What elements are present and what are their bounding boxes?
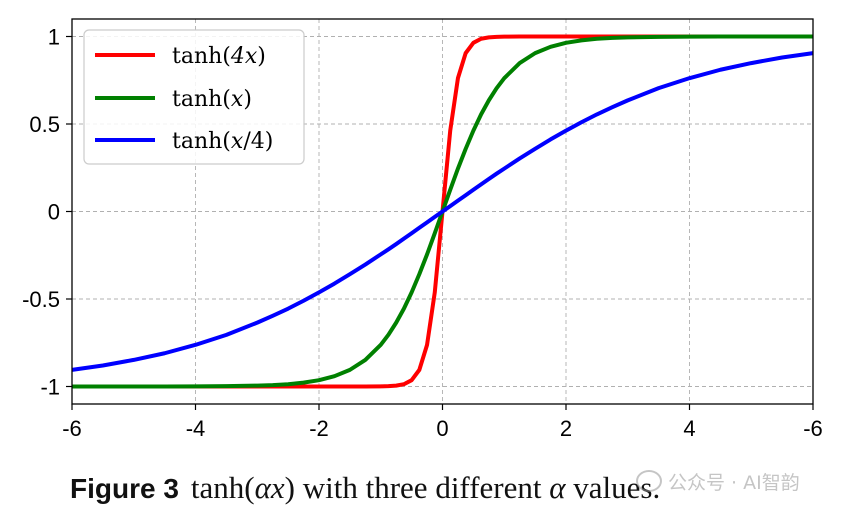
wechat-icon — [636, 470, 662, 492]
x-tick-label: 0 — [436, 416, 448, 441]
legend-box — [83, 29, 305, 165]
x-tick-label: -2 — [309, 416, 329, 441]
x-tick-label: 2 — [560, 416, 572, 441]
caption-text-2: ) with three different — [284, 470, 550, 505]
caption-var-x: x — [270, 470, 285, 505]
x-tick-label: -6 — [62, 416, 82, 441]
caption-text-1: tanh( — [190, 470, 255, 505]
axis-ticks: -6 -4 -2 0 2 4 -6 1 0.5 0 -0.5 -1 — [22, 25, 823, 442]
figure-caption: Figure 3 tanh(αx) with three different α … — [70, 470, 850, 506]
legend-label-tanh-x-over-4: tanh(x/4) — [172, 129, 273, 154]
x-tick-label: 4 — [683, 416, 695, 441]
y-tick-label: 0 — [48, 200, 60, 225]
caption-alpha: α — [254, 470, 271, 505]
x-tick-label: -6 — [803, 416, 823, 441]
y-tick-label: 0.5 — [29, 112, 60, 137]
caption-label: Figure 3 — [70, 473, 179, 504]
y-tick-label: -0.5 — [22, 287, 60, 312]
legend-label-tanh-4x: tanh(4x) — [172, 44, 266, 69]
tanh-chart: -6 -4 -2 0 2 4 -6 1 0.5 0 -0.5 -1 tanh(4x) tanh(x) … — [22, 18, 823, 442]
legend: tanh(4x) tanh(x) tanh(x/4) — [83, 29, 305, 165]
caption-alpha-2: α — [549, 470, 566, 505]
y-tick-label: 1 — [48, 25, 60, 50]
legend-label-tanh-x: tanh(x) — [172, 87, 252, 112]
watermark-text: 公众号 · AI智韵 — [668, 472, 800, 494]
watermark: 公众号 · AI智韵 — [636, 468, 800, 495]
series-line-tanh-x-4 — [71, 51, 814, 372]
series-lines — [71, 34, 814, 389]
y-tick-label: -1 — [40, 375, 60, 400]
x-tick-label: -4 — [186, 416, 206, 441]
